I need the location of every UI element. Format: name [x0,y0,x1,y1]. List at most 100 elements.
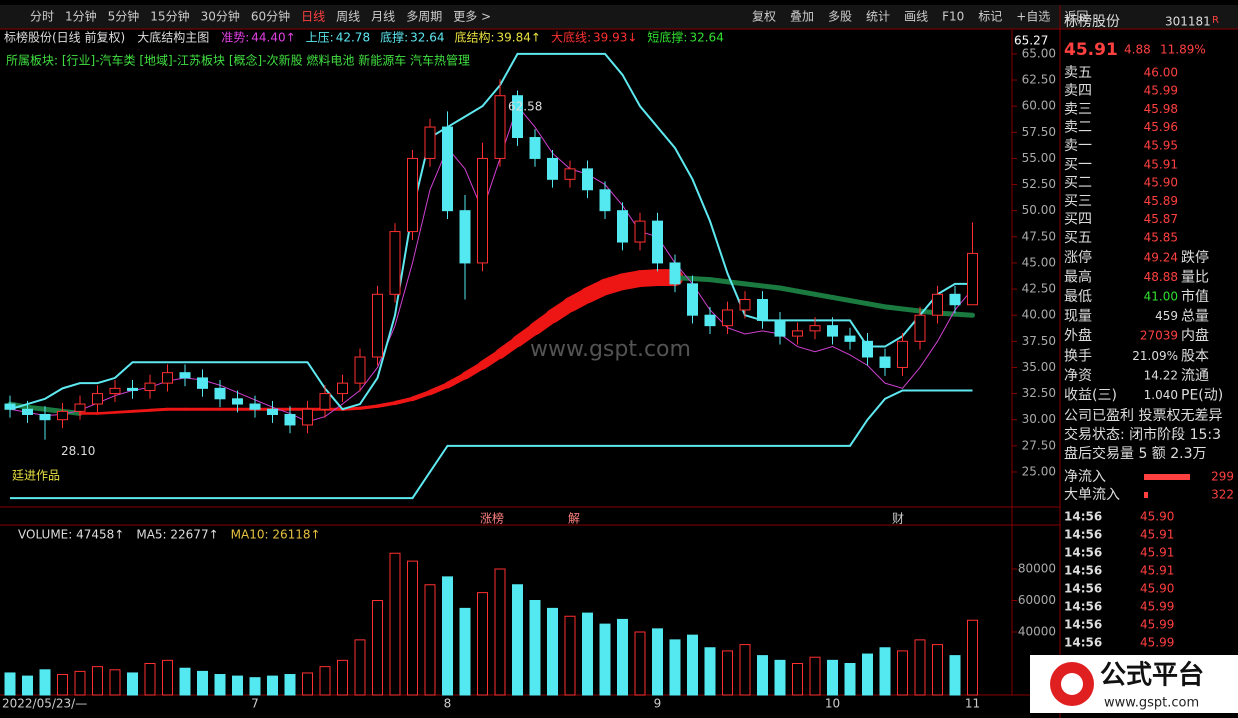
volume-bar [582,612,593,696]
y-tick-label: 62.50 [1022,73,1056,87]
candle-body [617,210,628,243]
candle-body [477,157,488,264]
trade-time: 14:56 [1064,564,1102,578]
candle-body [459,210,471,264]
event-flag[interactable]: 解 [568,512,580,526]
toolbar-button[interactable]: 叠加 [790,10,814,24]
low-label: 28.10 [61,444,95,458]
volume-bar [214,674,226,696]
volume-bar [442,576,453,696]
y-tick-label: 27.50 [1022,438,1056,452]
volume-bar [652,628,663,696]
candle-body [687,283,698,316]
change-pct: 11.89% [1160,43,1206,57]
stock-name: 标榜股份 [1064,13,1120,30]
volume-bar [862,653,873,696]
book-price: 45.95 [1144,138,1178,152]
indicator-line [9,52,973,411]
legend-value: 39.93↓ [593,31,637,45]
volume-legend: MA10: 26118↑ [231,528,321,542]
legend-name: 短底撑: [647,30,687,45]
volume-bar [372,599,383,696]
period-tab[interactable]: 30分钟 [201,9,240,24]
volume-bar [354,639,366,696]
volume-bar [512,584,523,696]
info-line: 公司已盈利 投票权无差异 [1064,408,1222,424]
y-tick-label: 37.50 [1022,334,1056,348]
event-flag[interactable]: 财 [892,512,904,526]
ma-band-segment [25,404,48,412]
ma-band-segment [952,311,975,318]
y-tick-label: 47.50 [1022,229,1056,243]
logo: 公式平台 www.gspt.com [1030,655,1238,713]
y-tick-label: 65.00 [1022,46,1056,60]
volume-bar [669,639,681,696]
indicator-line [10,389,973,500]
candle-body [109,387,121,395]
legend-name: 上压: [306,31,334,45]
period-tab[interactable]: 分时 [30,10,54,24]
period-tab[interactable]: 1分钟 [65,9,97,24]
candle-body [442,126,453,212]
toolbar-button[interactable]: 统计 [866,10,890,24]
toolbar-button[interactable]: 画线 [904,10,928,24]
candle-body [162,372,173,384]
toolbar-button[interactable]: F10 [942,10,964,24]
candle-body [4,403,16,410]
period-tab[interactable]: 60分钟 [251,9,290,24]
period-tab[interactable]: 15分钟 [150,9,189,24]
volume-bar [459,607,471,696]
flow-bar [1144,474,1190,480]
ma-band-segment [777,285,800,294]
trade-price: 45.91 [1140,528,1174,542]
y-tick-label: 45.00 [1022,255,1056,269]
stock-code: 301181 [1165,15,1211,29]
candle-body [284,413,296,426]
toolbar-button[interactable]: 复权 [752,10,776,24]
candle-body [372,293,383,358]
volume-bar [284,674,296,696]
volume-bar [844,662,856,696]
period-tab[interactable]: 日线 [301,10,325,24]
book-price: 45.90 [1144,176,1178,190]
stat-label: 总量 [1181,309,1209,325]
candle-body [634,220,646,243]
candle-body [774,319,786,337]
stat-value: 14.22 [1144,369,1178,383]
volume-bar [774,659,786,696]
event-flag[interactable]: 涨榜 [480,511,504,526]
y-tick-label: 25.00 [1022,464,1056,478]
toolbar-button[interactable]: 多股 [828,10,852,24]
book-label: 买二 [1064,175,1092,191]
period-tab[interactable]: 5分钟 [108,9,140,24]
trade-price: 45.91 [1140,546,1174,560]
trade-time: 14:56 [1064,528,1102,542]
ma-band-segment [812,291,835,300]
candle-body [914,314,926,342]
trade-time: 14:56 [1064,510,1102,524]
volume-bar [967,619,978,696]
candle-body [792,330,803,337]
toolbar-button[interactable]: 返回 [1064,10,1088,24]
toolbar-button[interactable]: 标记 [978,10,1002,24]
candle-body [302,408,313,426]
volume-bar [687,634,698,696]
volume-bar [407,560,418,696]
stat-value: 41.00 [1144,290,1178,304]
stat-value: 48.88 [1144,270,1178,284]
high-label: 62.58 [508,100,542,114]
candle-body [74,403,86,412]
volume-bar [197,670,208,696]
period-tab[interactable]: 多周期 [406,10,442,24]
period-tab[interactable]: 月线 [371,10,395,24]
flow-label: 净流入 [1064,469,1106,485]
chart-title: 标榜股份(日线 前复权) [4,30,125,45]
period-tab[interactable]: 周线 [336,10,360,24]
toolbar-button[interactable]: +自选 [1016,10,1050,24]
period-tab[interactable]: 更多 > [453,10,491,24]
change: 4.88 [1124,43,1151,57]
candle-body [512,95,523,139]
trade-price: 45.90 [1140,582,1174,596]
volume-bar [39,669,51,696]
volume-bar [949,655,961,696]
